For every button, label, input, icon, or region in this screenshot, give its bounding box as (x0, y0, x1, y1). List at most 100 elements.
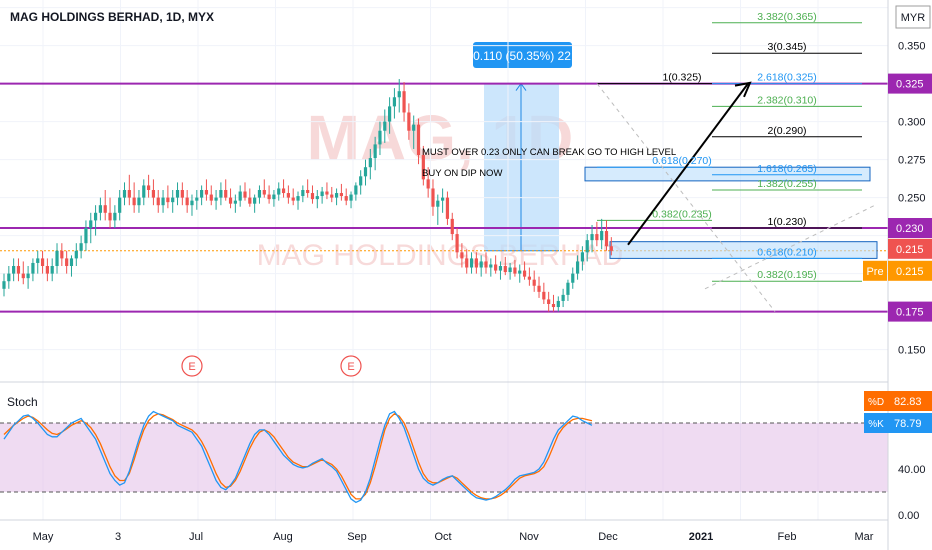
candle-body (127, 190, 131, 198)
candle-body (219, 190, 223, 198)
time-tick-label: Mar (855, 531, 874, 543)
candle-body (537, 285, 541, 292)
candle-body (243, 191, 247, 198)
candle-body (412, 124, 416, 131)
candle-body (503, 266, 507, 273)
candle-body (224, 190, 228, 198)
candle-body (185, 197, 189, 206)
candle-body (392, 97, 397, 107)
candle-body (378, 130, 382, 145)
candle-body (2, 281, 6, 289)
price-tick-label: 0.300 (898, 117, 926, 129)
candle-body (522, 270, 527, 277)
candle-body (575, 261, 580, 274)
stoch-tick-label: 40.00 (898, 464, 926, 476)
candle-body (50, 266, 54, 274)
candle-body (431, 188, 435, 207)
candle-body (416, 124, 421, 156)
price-badge (888, 218, 932, 238)
fib-zone-box-upper (584, 166, 871, 182)
candle-body (296, 196, 300, 201)
candle-body (69, 258, 74, 266)
candle-body (460, 252, 464, 259)
candle-body (344, 196, 348, 201)
measure-label: 0.110 (50.35%) 22 (473, 49, 571, 63)
candle-body (561, 294, 565, 301)
price-badge (888, 238, 932, 259)
candle-body (84, 228, 88, 244)
time-tick-label: Dec (598, 531, 618, 543)
candle-body (306, 190, 310, 194)
candle-body (498, 266, 503, 271)
candle-body (330, 194, 334, 198)
fib-level-label: 1(0.230) (767, 216, 806, 228)
candle-body (479, 261, 483, 268)
candle-body (532, 279, 536, 286)
stochastic-layer (0, 410, 888, 504)
candle-body (445, 197, 450, 219)
candle-body (209, 194, 213, 201)
candle-body (60, 250, 64, 259)
candle-body (16, 266, 21, 274)
candle-body (315, 196, 319, 200)
candle-body (214, 197, 218, 201)
candle-body (436, 200, 440, 207)
candle-body (26, 273, 30, 279)
candle-body (465, 258, 469, 268)
price-badge-tag-label: Pre (866, 266, 883, 278)
candle-body (257, 190, 262, 198)
candle-body (469, 258, 474, 268)
candle-body (301, 190, 305, 197)
candle-body (12, 266, 16, 274)
fib-level-label-left: 1(0.325) (662, 72, 701, 84)
stoch-badge-tag (864, 391, 888, 411)
candle-body (590, 234, 594, 241)
price-tick-label: 0.350 (898, 41, 926, 53)
price-badge-value: 0.230 (896, 223, 924, 235)
stoch-badge (888, 391, 932, 411)
candle-body (166, 197, 170, 203)
chart-title: MAG HOLDINGS BERHAD, 1D, MYX (10, 10, 214, 24)
candle-body (156, 197, 160, 206)
price-tick-label: 0.250 (898, 193, 926, 205)
candle-body (147, 185, 151, 190)
candle-body (79, 243, 83, 251)
fib-level-label: 2.382(0.310) (757, 94, 817, 106)
candle-body (407, 112, 411, 131)
candle-body (551, 304, 556, 308)
fib-level-label: 0.618(0.210) (757, 246, 817, 258)
candle-body (151, 190, 156, 198)
candle-body (137, 197, 141, 206)
candle-body (21, 273, 25, 279)
candle-body (595, 234, 599, 241)
candle-body (103, 205, 107, 213)
candle-body (31, 262, 35, 274)
candle-body (180, 190, 184, 198)
price-badge (888, 260, 932, 281)
fib-level-label: 2(0.290) (767, 125, 806, 137)
fib-level-label: 3(0.345) (767, 41, 806, 53)
target-arrowhead (734, 81, 752, 98)
candle-body (325, 191, 329, 195)
candle-body (89, 220, 93, 228)
candle-body (277, 188, 281, 195)
candle-body (508, 267, 512, 273)
candle-body (142, 185, 146, 198)
fib-level-label: 0.382(0.195) (757, 269, 817, 281)
candle-body (36, 258, 40, 263)
candle-body (228, 197, 233, 204)
candle-body (547, 299, 551, 304)
watermark-name: MAG HOLDINGS BERHAD (257, 239, 624, 272)
fib-level-label: 1.382(0.255) (757, 178, 817, 190)
candle-body (233, 200, 237, 204)
candle-body (238, 191, 242, 201)
time-tick-label: Aug (273, 531, 293, 543)
candle-body (334, 193, 339, 198)
candle-body (363, 167, 368, 177)
candle-body (45, 266, 49, 274)
price-badge-value: 0.215 (896, 244, 924, 256)
stoch-series-k (3, 410, 593, 504)
